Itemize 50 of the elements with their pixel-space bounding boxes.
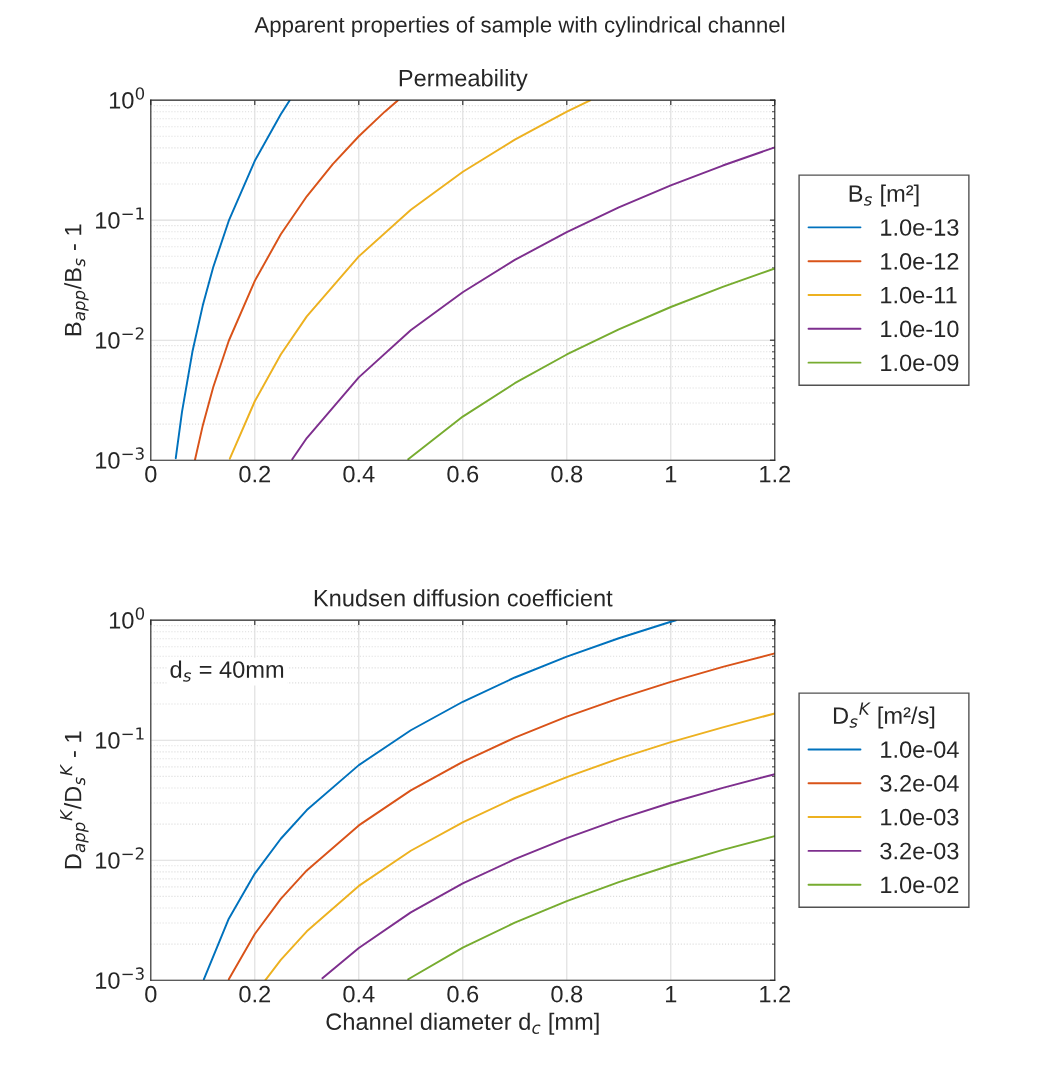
line-series	[174, 100, 291, 460]
line-series	[407, 835, 775, 981]
legend-title: D$_{s}$$^{K}$ [m²/s]	[833, 702, 935, 729]
x-tick-label: 1.2	[760, 465, 791, 483]
x-tick-label: 0.6	[447, 985, 479, 1003]
legend-label: 1.0e-03	[881, 808, 959, 826]
x-axis-title: Channel diameter d$_{c}$ [mm]	[326, 1012, 599, 1035]
x-tick-label: 0.6	[447, 465, 479, 483]
chart-subtitle: Permeability	[399, 69, 528, 92]
line-series	[202, 620, 677, 981]
y-tick-label: 10$^{−1}$	[96, 207, 144, 229]
x-tick-label: 1	[666, 465, 677, 483]
x-tick-label: 0.8	[551, 985, 583, 1003]
x-tick-label: 0.2	[239, 985, 271, 1003]
legend-title: B$_{s}$ [m²]	[849, 184, 919, 207]
legend-label: 1.0e-13	[881, 219, 959, 236]
y-tick-label: 10$^{−2}$	[96, 847, 144, 869]
y-axis-title: B$_{app}$/B$_{s}$ - 1	[64, 224, 89, 336]
x-tick-label: 0.4	[343, 465, 375, 483]
line-series	[321, 773, 775, 980]
y-tick-label: 10$^{0}$	[109, 607, 145, 629]
x-tick-label: 1.2	[760, 985, 791, 1003]
x-tick-label: 0.2	[239, 465, 271, 483]
x-tick-label: 0	[145, 465, 157, 483]
legend-label: 3.2e-03	[880, 842, 959, 860]
legend-label: 1.0e-10	[881, 320, 959, 338]
y-tick-label: 10$^{−1}$	[96, 727, 144, 749]
x-tick-label: 0	[145, 985, 157, 1003]
line-series	[194, 100, 399, 461]
y-axis-title: D$_{app}$$^{K}$/D$_{s}$$^{K}$ - 1	[60, 731, 89, 869]
legend-label: 1.0e-04	[881, 741, 959, 758]
legend-label: 3.2e-04	[880, 775, 959, 792]
line-series	[264, 712, 775, 981]
y-tick-label: 10$^{−2}$	[96, 327, 144, 349]
legend-label: 1.0e-02	[881, 876, 959, 894]
x-tick-label: 0.8	[551, 465, 583, 483]
legend-label: 1.0e-09	[881, 354, 959, 372]
line-series	[228, 100, 592, 460]
line-series	[291, 146, 775, 461]
y-tick-label: 10$^{−3}$	[96, 967, 144, 989]
chart-title: Apparent properties of sample with cylindrical channel	[254, 16, 785, 38]
x-tick-label: 1	[666, 986, 677, 1003]
y-tick-label: 10$^{−3}$	[96, 447, 144, 469]
line-series	[407, 267, 775, 461]
y-tick-label: 10$^{0}$	[109, 87, 145, 109]
annotation: d$_{s}$ = 40mm	[170, 660, 284, 682]
chart-title: Knudsen diffusion coefficient	[314, 589, 613, 607]
legend-label: 1.0e-12	[881, 252, 959, 270]
legend-label: 1.0e-11	[881, 286, 957, 304]
x-tick-label: 0.4	[343, 985, 375, 1003]
